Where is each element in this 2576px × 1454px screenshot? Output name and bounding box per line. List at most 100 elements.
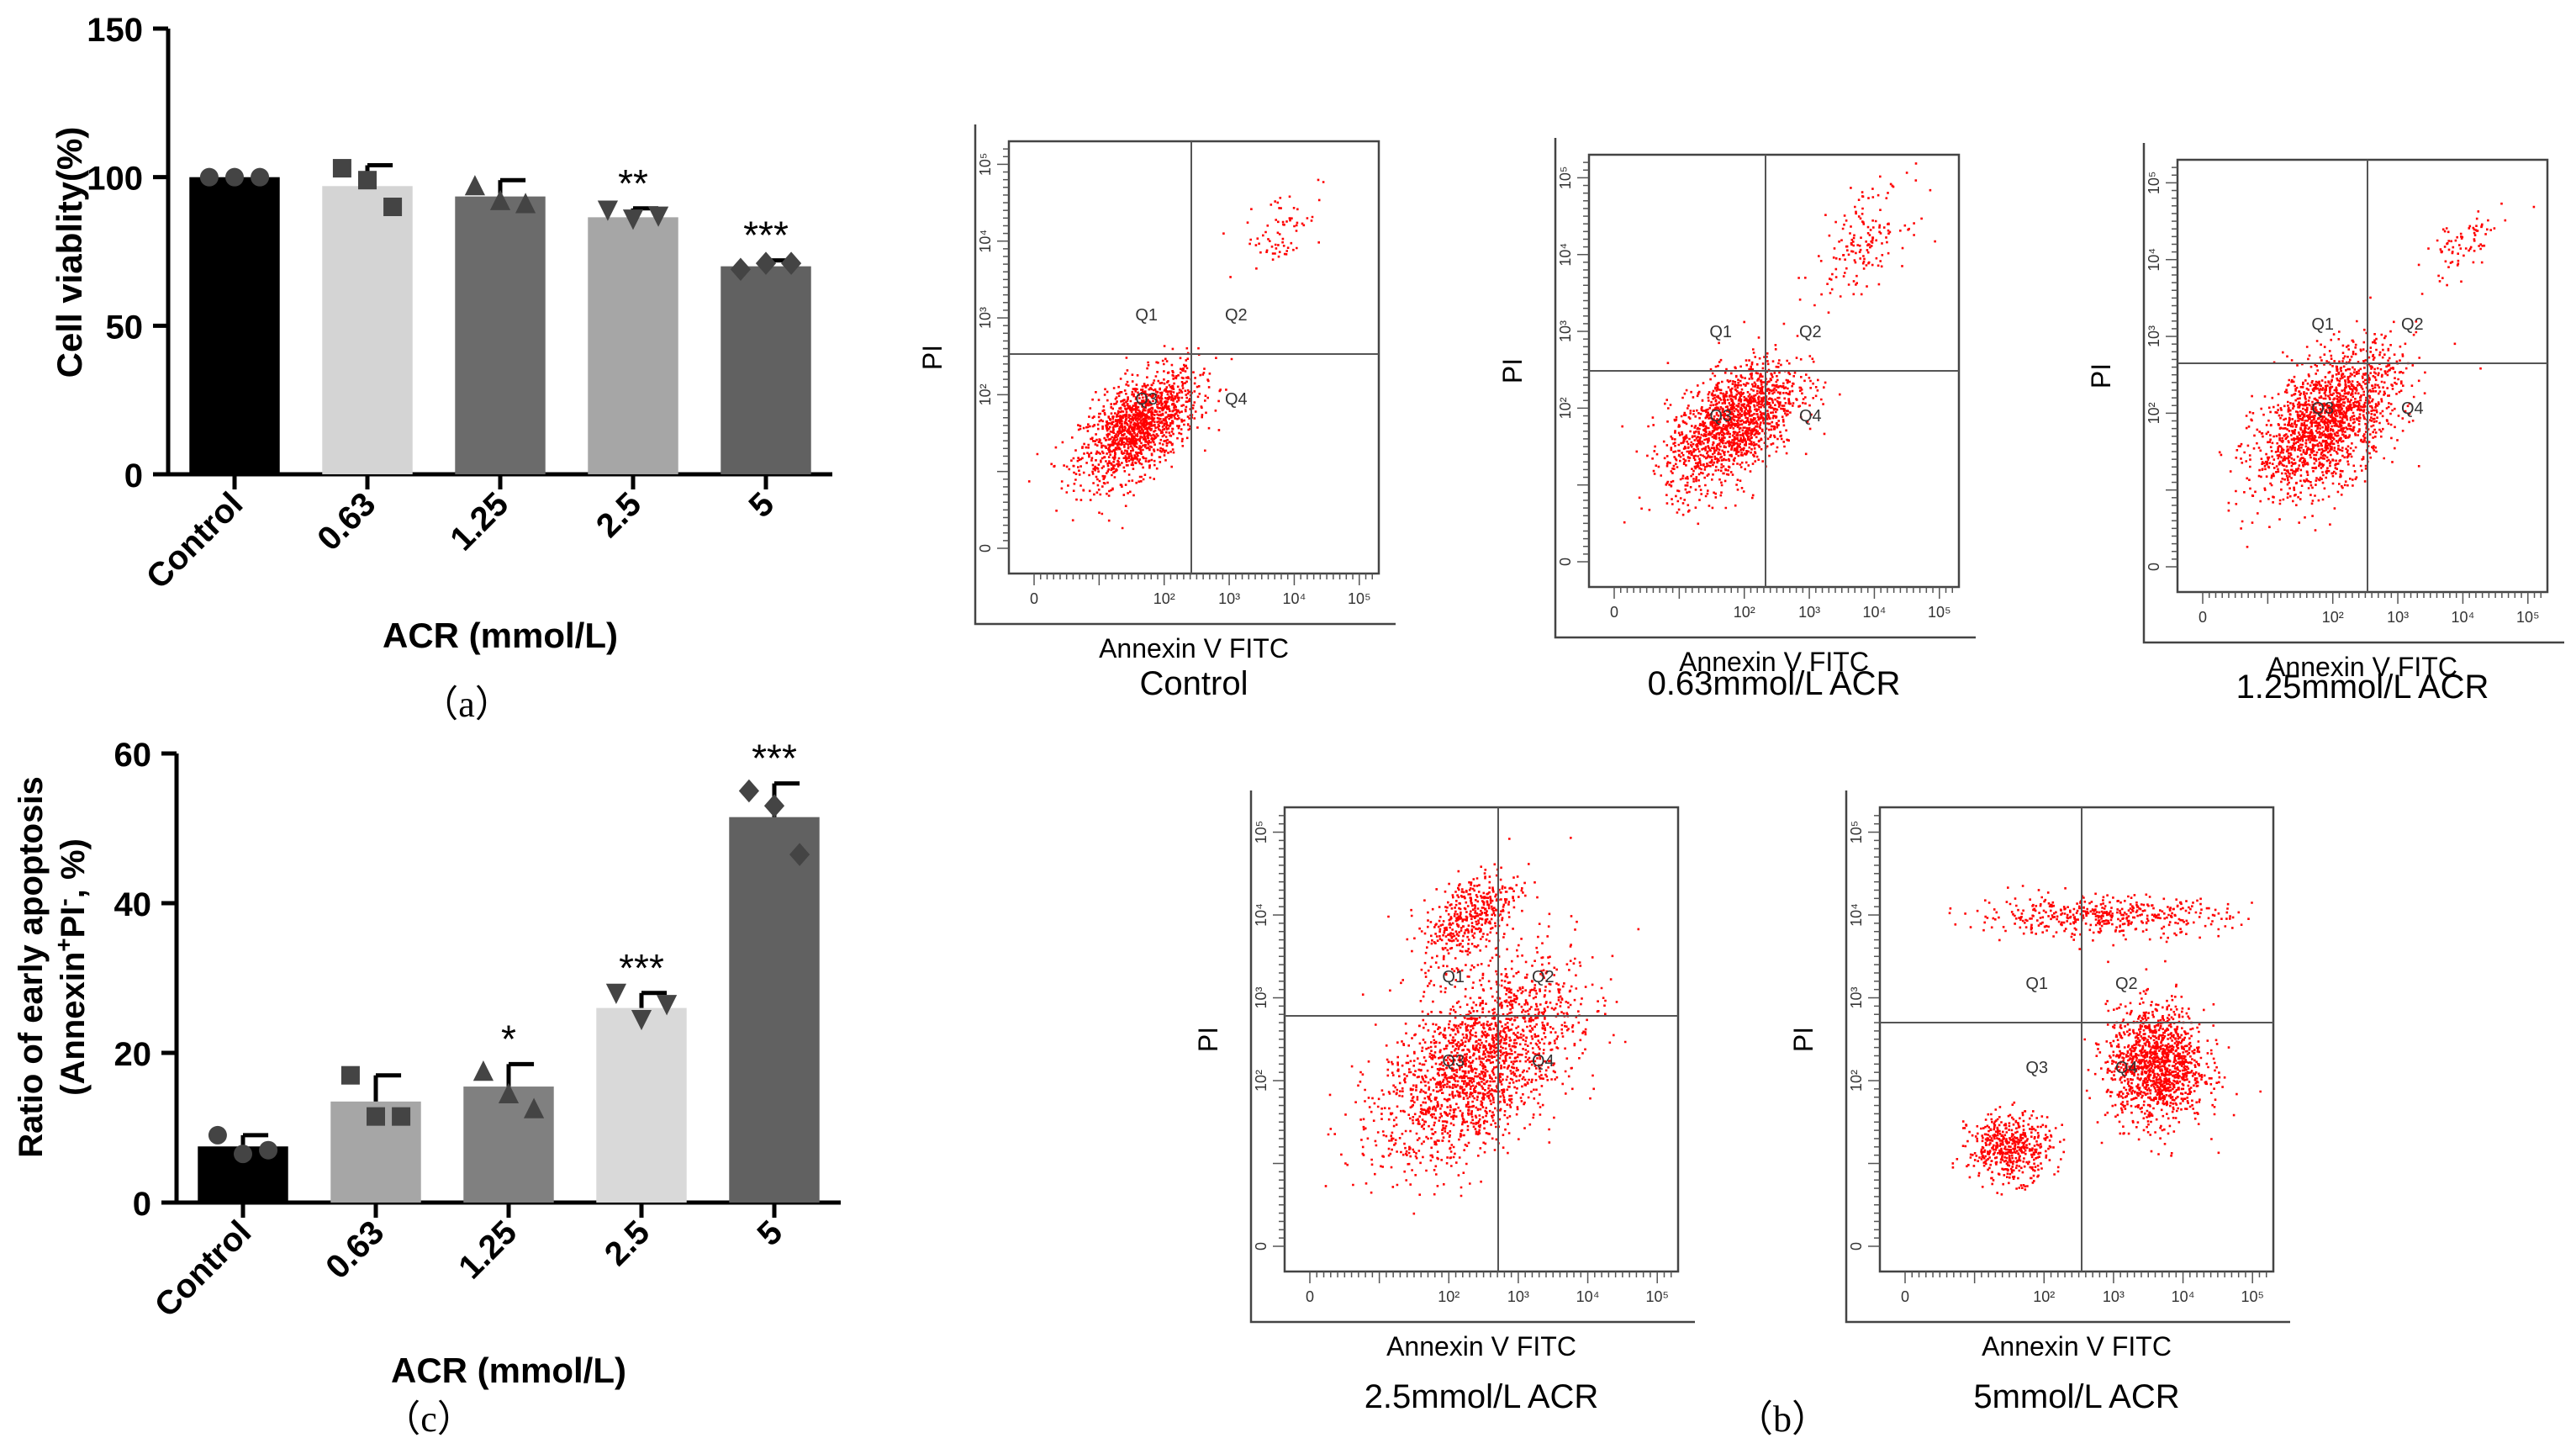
quadrant-label: Q3	[2311, 399, 2334, 418]
outer-frame	[1554, 138, 1976, 639]
y-axis-label: Cell viablity(%)	[50, 127, 89, 378]
y-tick-label: 10²	[1253, 1070, 1270, 1092]
significance-label: ***	[619, 946, 664, 990]
y-tick-label: 0	[1557, 558, 1574, 566]
x-tick-label: 10⁴	[1576, 1288, 1600, 1305]
x-tick-label: 0.63	[319, 1213, 391, 1286]
x-tick-label: Control	[140, 485, 251, 596]
x-tick-label: 0	[1306, 1288, 1314, 1305]
panel-caption: 2.5mmol/L ACR	[1365, 1378, 1599, 1415]
y-tick-label: 10³	[1557, 320, 1574, 342]
x-tick-label: 10⁴	[2172, 1288, 2195, 1305]
x-tick-label: 10⁴	[1863, 604, 1887, 621]
y-axis-label: PI	[1788, 1027, 1819, 1052]
x-tick-label: 10⁵	[1348, 590, 1370, 607]
y-tick-label: 10⁴	[2146, 248, 2162, 272]
y-tick-label: 10⁴	[1848, 903, 1865, 927]
x-tick-label: 0	[2199, 609, 2207, 626]
data-point	[738, 779, 760, 803]
data-point	[763, 794, 785, 818]
early-apoptosis-chart: 0 20 40 60 Control 0.63 * 1.25 *** 2.5 *** 5 ACR (mm…	[13, 737, 841, 1390]
bar	[322, 186, 413, 474]
data-point	[656, 995, 678, 1016]
data-point	[730, 257, 752, 281]
x-tick-label: 1.25	[451, 1213, 524, 1286]
x-tick-label: 10³	[1507, 1288, 1529, 1305]
bar	[721, 266, 811, 474]
x-tick-label: 10²	[2033, 1288, 2055, 1305]
panel-label-b: （b）	[1736, 1398, 1829, 1440]
y-tick-label: 10²	[977, 383, 994, 405]
event-dots	[2218, 202, 2536, 548]
data-point	[392, 1107, 411, 1126]
y-tick-label: 10⁴	[977, 230, 994, 253]
quadrant-label: Q4	[1532, 1052, 1555, 1071]
y-tick-label: 10³	[2146, 325, 2162, 347]
data-point	[234, 1145, 252, 1164]
quadrant-label: Q2	[1532, 968, 1555, 986]
y-axis-label: PI	[1193, 1027, 1223, 1052]
y-axis-label-part: , %)	[55, 838, 92, 898]
x-tick-label: 0	[1030, 590, 1038, 607]
y-tick-label: 0	[1848, 1242, 1865, 1250]
cell-viability-chart: 0 50 100 150 Control 0.63 1.25 ** 2.5 *** 5 ACR (mm…	[50, 12, 832, 655]
flow-cytometry-panels: Q1 Q2 Q3 Q4 0 10² 10³ 10⁴ 10⁵ 0 10² 10³ 10⁴ 10⁵ Annexi…	[917, 124, 2564, 1415]
data-point	[523, 1097, 545, 1118]
x-tick-label: 10²	[1438, 1288, 1460, 1305]
x-tick-label: Control	[148, 1213, 259, 1324]
y-tick-label: 10³	[1253, 987, 1270, 1009]
quadrant-label: Q1	[2311, 315, 2334, 334]
x-tick-label: 10⁴	[2452, 609, 2475, 626]
quadrant-label: Q3	[1709, 407, 1732, 426]
data-point	[332, 159, 351, 178]
x-tick-label: 10²	[1734, 604, 1755, 621]
y-tick-label: 0	[133, 1186, 151, 1223]
y-tick-label: 10⁴	[1557, 243, 1574, 267]
panel-caption: 5mmol/L ACR	[1973, 1378, 2179, 1415]
y-tick-label: 10²	[2146, 402, 2162, 424]
significance-label: *	[501, 1017, 516, 1060]
y-axis-label: PI	[2086, 363, 2116, 389]
x-tick-label: 5	[742, 485, 782, 525]
y-axis-label-part: (Annexin	[55, 952, 92, 1096]
x-tick-label: 10⁵	[2241, 1288, 2263, 1305]
y-tick-label: 50	[106, 309, 144, 346]
y-axis-label: PI	[917, 345, 948, 370]
data-point	[489, 189, 511, 210]
data-point	[464, 175, 486, 196]
data-point	[780, 251, 802, 275]
x-axis-label: Annexin V FITC	[1982, 1331, 2172, 1361]
outer-frame	[1845, 790, 2290, 1324]
quadrant-label: Q2	[1799, 323, 1822, 341]
quadrant-label: Q2	[1225, 306, 1248, 325]
bar	[189, 177, 280, 474]
x-tick-label: 5	[751, 1213, 790, 1253]
flow-panel: Q1 Q2 Q3 Q4 0 10² 10³ 10⁴ 10⁵ 0 10² 10³ 10⁴ 10⁵ Annexi…	[1193, 790, 1695, 1415]
y-axis-label-line1: Ratio of early apoptosis	[13, 776, 50, 1157]
quadrant-label: Q1	[2025, 975, 2048, 993]
quadrant-label: Q1	[1135, 306, 1158, 325]
x-tick-label: 0.63	[310, 485, 383, 558]
x-tick-label: 10²	[2322, 609, 2344, 626]
quadrant-label: Q4	[2401, 399, 2424, 418]
event-dots	[1621, 162, 1936, 526]
y-tick-label: 40	[114, 886, 152, 923]
flow-panel: Q1 Q2 Q3 Q4 0 10² 10³ 10⁴ 10⁵ 0 10² 10³ 10⁴ 10⁵ Annexi…	[1788, 790, 2290, 1415]
y-tick-label: 10²	[1557, 397, 1574, 419]
y-tick-label: 20	[114, 1036, 152, 1073]
data-point	[605, 983, 627, 1004]
x-tick-label: 1.25	[443, 485, 515, 558]
quadrant-label: Q3	[2025, 1059, 2048, 1077]
flow-panel: Q1 Q2 Q3 Q4 0 10² 10³ 10⁴ 10⁵ 0 10² 10³ 10⁴ 10⁵ Annexi…	[2086, 143, 2564, 706]
data-point	[225, 167, 244, 187]
data-point	[259, 1140, 278, 1160]
plot-frame	[1007, 140, 1380, 575]
y-tick-label: 10⁵	[1848, 821, 1865, 843]
y-tick-label: 100	[87, 161, 143, 198]
plot-frame	[2176, 158, 2549, 594]
quadrant-label: Q1	[1709, 323, 1732, 341]
y-axis-label-part: +	[50, 938, 77, 951]
plot-frame	[1878, 806, 2275, 1273]
x-tick-label: 10⁵	[1928, 604, 1950, 621]
data-point	[199, 167, 219, 187]
